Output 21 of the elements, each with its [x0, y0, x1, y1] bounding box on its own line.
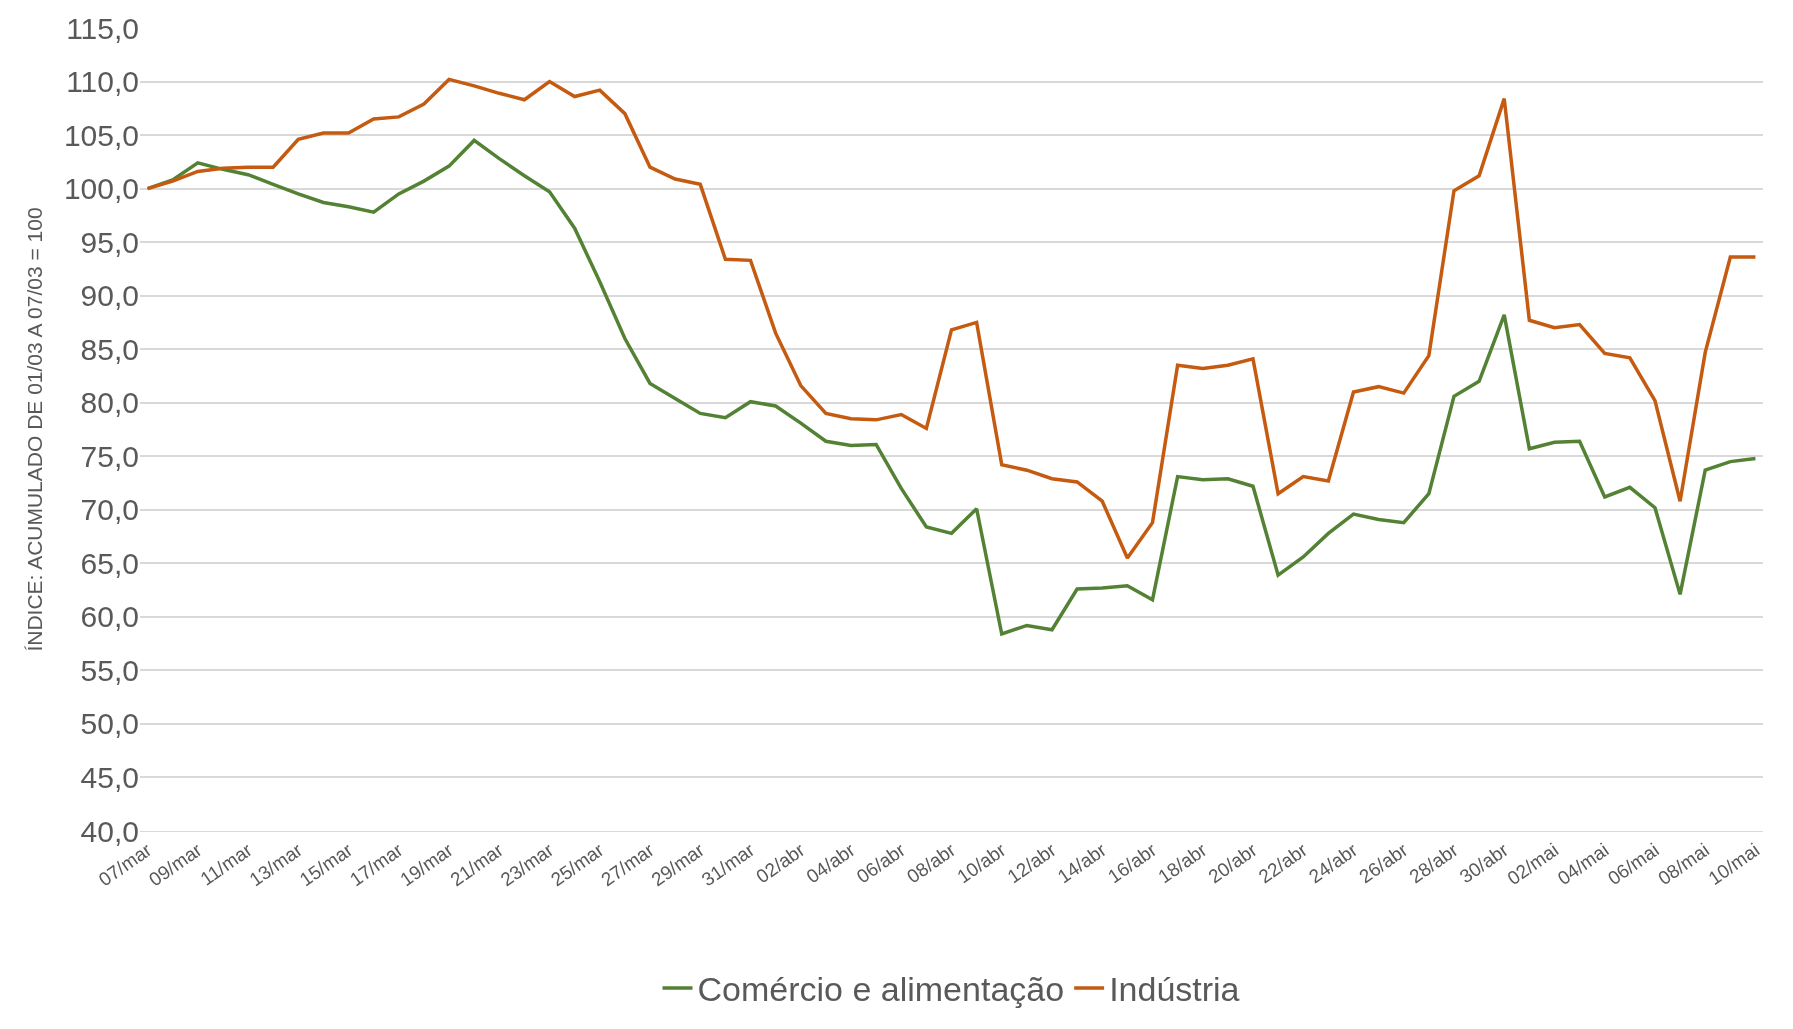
line-series: [145, 77, 1758, 560]
line-series: [145, 138, 1758, 636]
y-tick-label: 50,0: [80, 707, 139, 741]
legend-label: Indústria: [1109, 970, 1240, 1009]
y-tick-label: 55,0: [80, 653, 139, 687]
y-tick-label: 75,0: [80, 439, 139, 473]
y-tick-label: 45,0: [80, 760, 139, 794]
y-tick-label: 70,0: [80, 493, 139, 527]
y-tick-label: 95,0: [80, 225, 139, 259]
y-tick-label: 115,0: [66, 11, 139, 45]
y-tick-label: 90,0: [80, 279, 139, 313]
y-tick-label: 85,0: [80, 332, 139, 366]
y-axis-title: ÍNDICE: ACUMULADO DE 01/03 A 07/03 = 100: [23, 207, 47, 652]
y-tick-label: 60,0: [80, 600, 139, 634]
y-tick-label: 65,0: [80, 546, 139, 580]
y-tick-label: 110,0: [66, 65, 139, 99]
y-tick-label: 40,0: [80, 814, 139, 848]
y-tick-label: 105,0: [63, 118, 139, 152]
y-tick-label: 80,0: [80, 386, 139, 420]
y-tick-label: 100,0: [63, 172, 139, 206]
legend-label: Comércio e alimentação: [697, 970, 1065, 1009]
